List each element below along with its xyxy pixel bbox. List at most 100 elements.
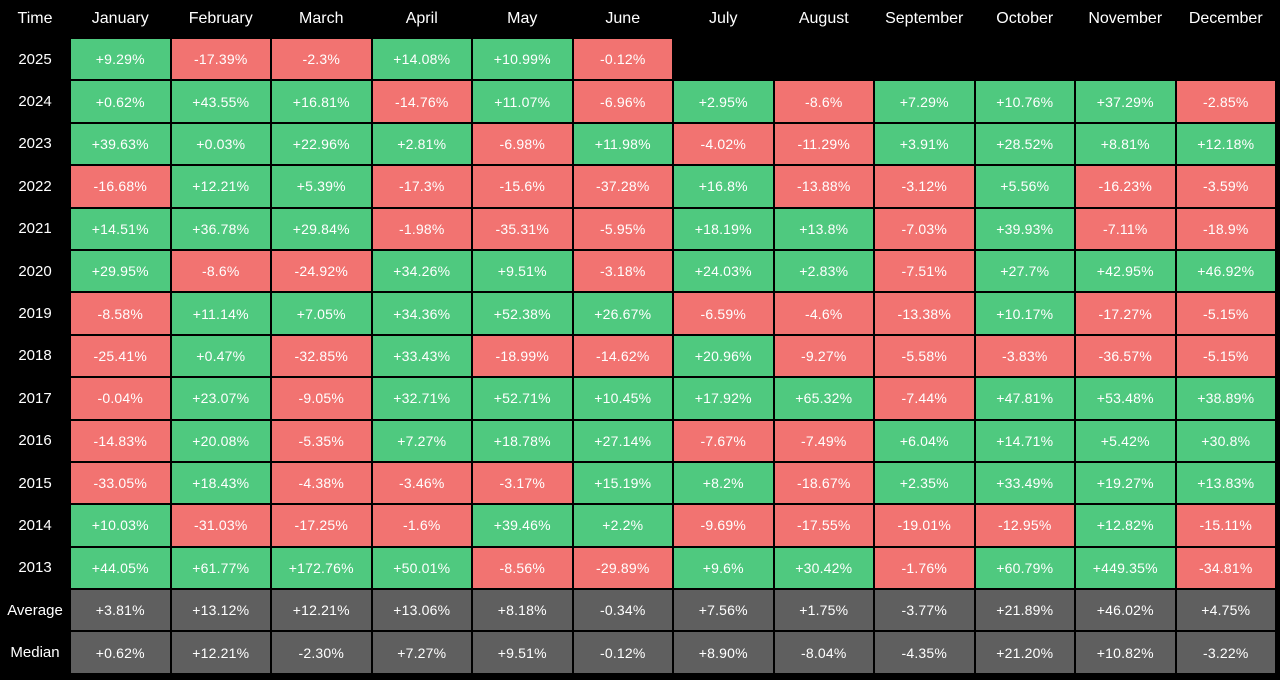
row-label-2014: 2014 bbox=[18, 516, 52, 534]
heatmap-cell-2017-october: +47.81% bbox=[975, 378, 1074, 419]
heatmap-cell-2013-may: -8.56% bbox=[473, 547, 572, 589]
column-header-may: May bbox=[507, 10, 538, 27]
heatmap-cell-2014-august: -17.55% bbox=[774, 505, 873, 546]
heatmap-cell-2017-july: +17.92% bbox=[674, 378, 773, 419]
heatmap-cell-2015-november: +19.27% bbox=[1076, 462, 1175, 504]
heatmap-cell-2025-september bbox=[875, 39, 974, 79]
heatmap-cell-2018-march: -32.85% bbox=[272, 335, 371, 377]
heatmap-cell-2014-march: -17.25% bbox=[272, 505, 371, 546]
heatmap-cell-2015-march: -4.38% bbox=[272, 462, 371, 504]
heatmap-cell-2019-july: -6.59% bbox=[674, 293, 773, 334]
heatmap-cell-2015-october: +33.49% bbox=[975, 462, 1074, 504]
heatmap-cell-2023-june: +11.98% bbox=[573, 123, 672, 165]
heatmap-cell-2020-july: +24.03% bbox=[674, 250, 773, 292]
column-header-december: December bbox=[1188, 10, 1263, 27]
heatmap-cell-average-april: +13.06% bbox=[372, 590, 471, 631]
heatmap-cell-2022-may: -15.6% bbox=[473, 166, 572, 207]
column-header-november: November bbox=[1088, 10, 1163, 27]
heatmap-cell-2025-november bbox=[1076, 39, 1175, 79]
heatmap-cell-2016-january: -14.83% bbox=[71, 420, 170, 461]
heatmap-cell-2017-february: +23.07% bbox=[171, 378, 270, 419]
heatmap-cell-2024-october: +10.76% bbox=[975, 81, 1074, 122]
heatmap-cell-2017-march: -9.05% bbox=[272, 378, 371, 419]
heatmap-cell-2013-august: +30.42% bbox=[774, 547, 873, 589]
heatmap-cell-median-november: +10.82% bbox=[1076, 632, 1175, 673]
heatmap-cell-2021-may: -35.31% bbox=[473, 208, 572, 249]
heatmap-cell-2022-august: -13.88% bbox=[774, 166, 873, 207]
heatmap-cell-median-august: -8.04% bbox=[774, 632, 873, 673]
heatmap-cell-2015-july: +8.2% bbox=[674, 462, 773, 504]
heatmap-cell-median-february: +12.21% bbox=[171, 632, 270, 673]
heatmap-cell-2013-march: +172.76% bbox=[272, 547, 371, 589]
heatmap-cell-2022-september: -3.12% bbox=[875, 166, 974, 207]
heatmap-cell-2014-april: -1.6% bbox=[372, 505, 471, 546]
heatmap-cell-2014-september: -19.01% bbox=[875, 505, 974, 546]
heatmap-cell-2016-july: -7.67% bbox=[674, 420, 773, 461]
heatmap-cell-2023-july: -4.02% bbox=[674, 123, 773, 165]
heatmap-cell-2023-march: +22.96% bbox=[272, 123, 371, 165]
heatmap-cell-2022-june: -37.28% bbox=[573, 166, 672, 207]
heatmap-cell-median-october: +21.20% bbox=[975, 632, 1074, 673]
heatmap-cell-2025-july bbox=[674, 39, 773, 79]
heatmap-cell-2022-january: -16.68% bbox=[71, 166, 170, 207]
row-label-average: Average bbox=[7, 601, 63, 619]
heatmap-cell-2019-october: +10.17% bbox=[975, 293, 1074, 334]
heatmap-cell-2019-august: -4.6% bbox=[774, 293, 873, 334]
heatmap-cell-2015-august: -18.67% bbox=[774, 462, 873, 504]
heatmap-cell-2022-july: +16.8% bbox=[674, 166, 773, 207]
heatmap-cell-2021-august: +13.8% bbox=[774, 208, 873, 249]
heatmap-cell-2015-april: -3.46% bbox=[372, 462, 471, 504]
heatmap-cell-median-july: +8.90% bbox=[674, 632, 773, 673]
heatmap-cell-2019-may: +52.38% bbox=[473, 293, 572, 334]
row-label-2021: 2021 bbox=[18, 220, 52, 238]
heatmap-cell-2016-august: -7.49% bbox=[774, 420, 873, 461]
heatmap-cell-2023-february: +0.03% bbox=[171, 123, 270, 165]
heatmap-cell-2018-february: +0.47% bbox=[171, 335, 270, 377]
heatmap-cell-2020-november: +42.95% bbox=[1076, 250, 1175, 292]
heatmap-cell-2016-february: +20.08% bbox=[171, 420, 270, 461]
heatmap-cell-2015-june: +15.19% bbox=[573, 462, 672, 504]
heatmap-cell-2018-november: -36.57% bbox=[1076, 335, 1175, 377]
heatmap-cell-2020-august: +2.83% bbox=[774, 250, 873, 292]
heatmap-cell-2017-november: +53.48% bbox=[1076, 378, 1175, 419]
heatmap-cell-2017-september: -7.44% bbox=[875, 378, 974, 419]
heatmap-cell-2021-june: -5.95% bbox=[573, 208, 672, 249]
heatmap-cell-2017-august: +65.32% bbox=[774, 378, 873, 419]
column-header-september: September bbox=[885, 10, 964, 27]
heatmap-cell-2020-october: +27.7% bbox=[975, 250, 1074, 292]
heatmap-cell-2015-february: +18.43% bbox=[171, 462, 270, 504]
heatmap-cell-2025-october bbox=[976, 39, 1075, 79]
heatmap-cell-2025-february: -17.39% bbox=[171, 39, 270, 80]
heatmap-cell-2020-january: +29.95% bbox=[71, 250, 170, 292]
row-label-2013: 2013 bbox=[18, 559, 52, 577]
heatmap-cell-2018-april: +33.43% bbox=[372, 335, 471, 377]
heatmap-cell-2017-may: +52.71% bbox=[473, 378, 572, 419]
heatmap-cell-average-may: +8.18% bbox=[473, 590, 572, 631]
heatmap-cell-2015-september: +2.35% bbox=[875, 462, 974, 504]
heatmap-cell-2015-january: -33.05% bbox=[71, 462, 170, 504]
heatmap-cell-2022-november: -16.23% bbox=[1076, 166, 1175, 207]
row-label-2020: 2020 bbox=[18, 262, 52, 280]
heatmap-cell-2013-november: +449.35% bbox=[1076, 547, 1175, 589]
heatmap-cell-2024-november: +37.29% bbox=[1076, 81, 1175, 122]
row-label-2018: 2018 bbox=[18, 347, 52, 365]
heatmap-cell-median-march: -2.30% bbox=[272, 632, 371, 673]
heatmap-cell-2023-december: +12.18% bbox=[1176, 123, 1275, 165]
row-label-2022: 2022 bbox=[18, 177, 52, 195]
heatmap-cell-2020-april: +34.26% bbox=[372, 250, 471, 292]
heatmap-cell-average-june: -0.34% bbox=[573, 590, 672, 631]
heatmap-cell-2021-january: +14.51% bbox=[71, 208, 170, 249]
heatmap-cell-2014-june: +2.2% bbox=[573, 505, 672, 546]
column-header-october: October bbox=[996, 10, 1054, 27]
row-label-median: Median bbox=[10, 644, 60, 662]
row-label-2025: 2025 bbox=[18, 50, 52, 68]
heatmap-cell-2013-june: -29.89% bbox=[573, 547, 672, 589]
heatmap-cell-2025-march: -2.3% bbox=[272, 39, 371, 80]
heatmap-cell-2024-june: -6.96% bbox=[573, 81, 672, 122]
heatmap-cell-average-february: +13.12% bbox=[171, 590, 270, 631]
heatmap-cell-2024-march: +16.81% bbox=[272, 81, 371, 122]
heatmap-cell-2020-september: -7.51% bbox=[875, 250, 974, 292]
heatmap-cell-2023-april: +2.81% bbox=[372, 123, 471, 165]
heatmap-cell-2022-april: -17.3% bbox=[372, 166, 471, 207]
heatmap-cell-2021-october: +39.93% bbox=[975, 208, 1074, 249]
